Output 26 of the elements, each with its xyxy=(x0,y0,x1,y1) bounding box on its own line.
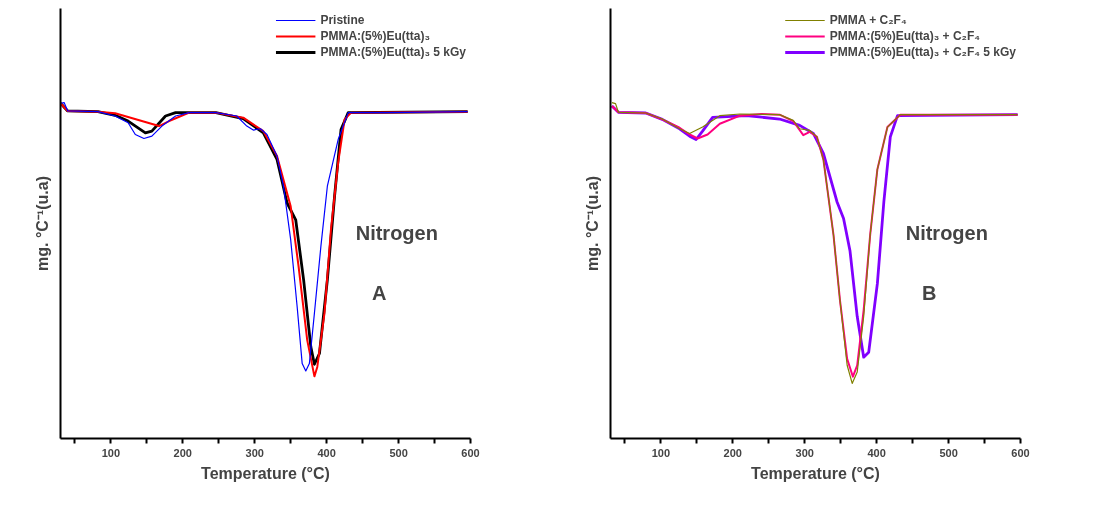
x-tick-label: 500 xyxy=(939,446,958,459)
annotation: A xyxy=(372,282,387,305)
x-tick-label: 400 xyxy=(867,446,886,459)
x-tick-label: 100 xyxy=(101,446,121,459)
y-axis-title: mg. °C⁻¹(u.a) xyxy=(583,176,601,271)
x-tick-label: 600 xyxy=(1011,446,1030,459)
y-axis-title: mg. °C⁻¹(u.a) xyxy=(33,176,51,271)
legend-label: PMMA:(5%)Eu(tta)₃ + C₂F₄ 5 kGy xyxy=(829,44,1016,60)
annotation: Nitrogen xyxy=(905,222,988,245)
annotation: B xyxy=(922,282,937,305)
x-tick-label: 300 xyxy=(245,446,264,459)
x-tick-label: 400 xyxy=(317,446,336,459)
legend-label: Pristine xyxy=(320,12,365,28)
legend-label: PMMA:(5%)Eu(tta)₃ xyxy=(320,28,430,44)
legend-label: PMMA + C₂F₄ xyxy=(829,12,907,28)
x-tick-label: 100 xyxy=(651,446,671,459)
x-axis-title: Temperature (°C) xyxy=(751,464,880,482)
x-axis-title: Temperature (°C) xyxy=(201,464,330,482)
x-tick-label: 500 xyxy=(389,446,408,459)
x-tick-label: 300 xyxy=(795,446,814,459)
legend-label: PMMA:(5%)Eu(tta)₃ 5 kGy xyxy=(320,44,466,60)
x-tick-label: 200 xyxy=(723,446,742,459)
annotation: Nitrogen xyxy=(355,222,438,245)
legend-label: PMMA:(5%)Eu(tta)₃ + C₂F₄ xyxy=(829,28,980,44)
x-tick-label: 600 xyxy=(461,446,480,459)
x-tick-label: 200 xyxy=(173,446,192,459)
